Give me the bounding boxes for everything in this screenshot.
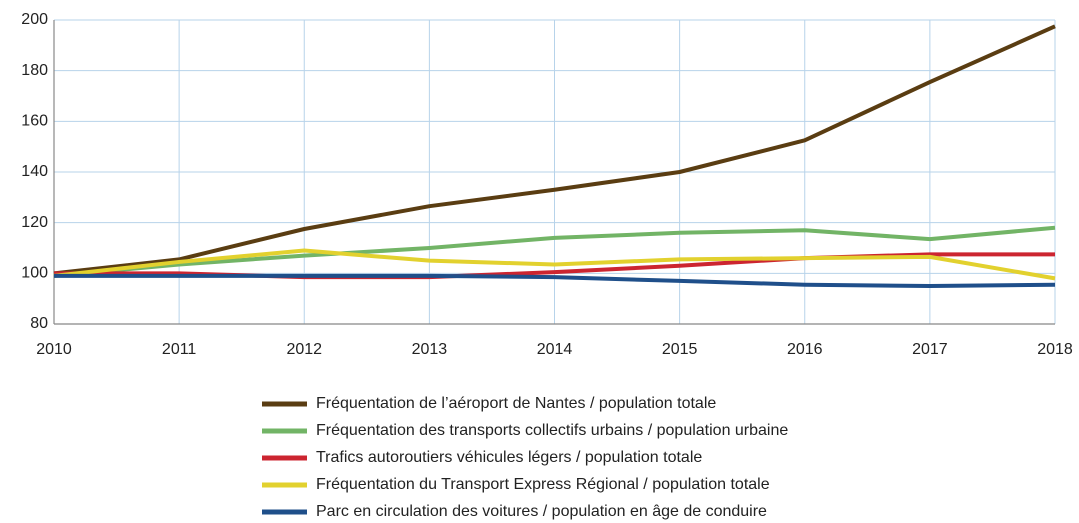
y-tick-label: 180 [21, 62, 48, 79]
x-tick-label: 2012 [286, 341, 322, 358]
x-tick-label: 2015 [662, 341, 698, 358]
legend-label: Fréquentation des transports collectifs … [316, 422, 788, 439]
y-tick-label: 140 [21, 163, 48, 180]
legend-label: Parc en circulation des voitures / popul… [316, 503, 767, 520]
legend-label: Trafics autoroutiers véhicules légers / … [316, 449, 702, 466]
x-tick-label: 2011 [162, 341, 197, 358]
x-tick-label: 2017 [912, 341, 948, 358]
y-tick-label: 160 [21, 113, 48, 130]
legend-label: Fréquentation de l’aéroport de Nantes / … [316, 395, 716, 412]
series-line [53, 225, 1056, 278]
series-line [54, 273, 1056, 288]
x-tick-label: 2013 [412, 341, 448, 358]
series-line [53, 24, 1056, 276]
series-line [53, 248, 1056, 281]
legend-label: Fréquentation du Transport Express Régio… [316, 476, 770, 493]
x-tick-label: 2010 [36, 341, 72, 358]
y-tick-label: 200 [21, 11, 48, 28]
y-tick-label: 120 [21, 214, 48, 231]
x-tick-label: 2018 [1037, 341, 1073, 358]
y-tick-label: 80 [30, 315, 48, 332]
x-tick-label: 2014 [537, 341, 573, 358]
x-tick-label: 2016 [787, 341, 823, 358]
y-tick-label: 100 [21, 265, 48, 282]
